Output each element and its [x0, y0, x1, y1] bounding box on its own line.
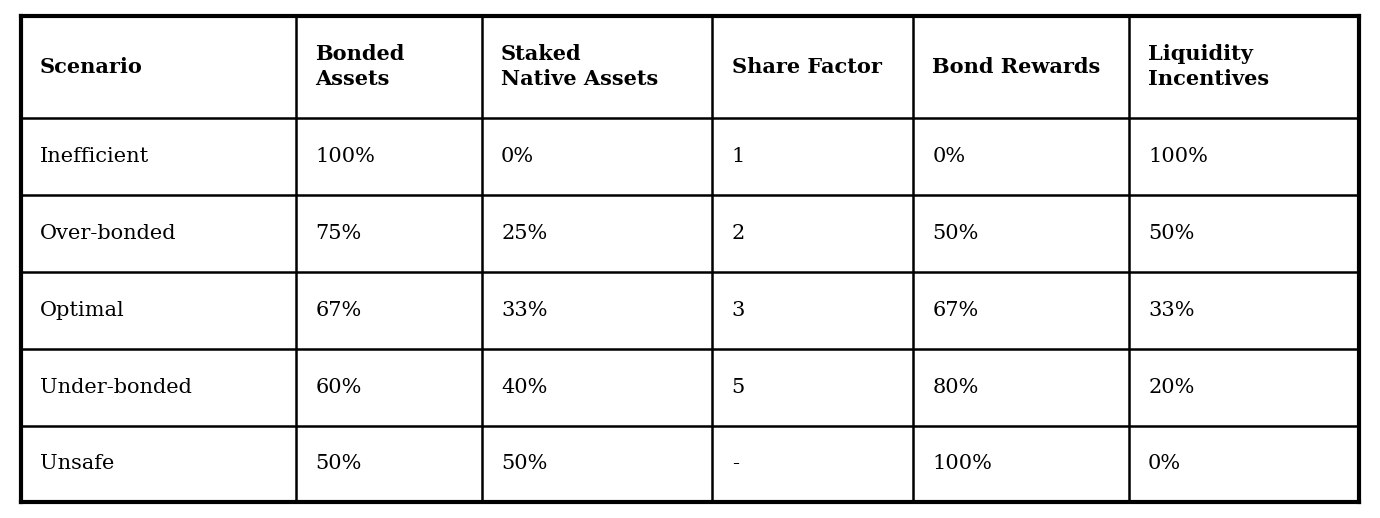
Text: 20%: 20% — [1148, 378, 1195, 397]
Text: Inefficient: Inefficient — [40, 147, 149, 166]
Text: 0%: 0% — [501, 147, 534, 166]
Text: 40%: 40% — [501, 378, 548, 397]
Text: Optimal: Optimal — [40, 300, 124, 320]
Text: Liquidity
Incentives: Liquidity Incentives — [1148, 44, 1270, 90]
Text: 75%: 75% — [315, 224, 362, 243]
Text: Under-bonded: Under-bonded — [40, 378, 192, 397]
Text: 5: 5 — [731, 378, 745, 397]
Text: 0%: 0% — [933, 147, 966, 166]
Text: 50%: 50% — [1148, 224, 1195, 243]
Text: -: - — [731, 454, 738, 473]
Text: Over-bonded: Over-bonded — [40, 224, 177, 243]
Text: 67%: 67% — [933, 300, 978, 320]
Text: Bonded
Assets: Bonded Assets — [315, 44, 404, 90]
Text: 50%: 50% — [315, 454, 362, 473]
Text: Unsafe: Unsafe — [40, 454, 115, 473]
Text: 0%: 0% — [1148, 454, 1181, 473]
Text: 100%: 100% — [315, 147, 375, 166]
Text: 100%: 100% — [1148, 147, 1208, 166]
Text: 50%: 50% — [933, 224, 978, 243]
Text: 25%: 25% — [501, 224, 548, 243]
Text: 33%: 33% — [501, 300, 548, 320]
Text: Staked
Native Assets: Staked Native Assets — [501, 44, 658, 90]
Text: 33%: 33% — [1148, 300, 1195, 320]
Text: 60%: 60% — [315, 378, 362, 397]
Text: 1: 1 — [731, 147, 745, 166]
Text: 2: 2 — [731, 224, 745, 243]
Text: 67%: 67% — [315, 300, 362, 320]
Text: Share Factor: Share Factor — [731, 56, 882, 77]
Text: Bond Rewards: Bond Rewards — [933, 56, 1101, 77]
Text: 80%: 80% — [933, 378, 978, 397]
Text: 100%: 100% — [933, 454, 992, 473]
Text: 50%: 50% — [501, 454, 548, 473]
Text: 3: 3 — [731, 300, 745, 320]
Text: Scenario: Scenario — [40, 56, 144, 77]
